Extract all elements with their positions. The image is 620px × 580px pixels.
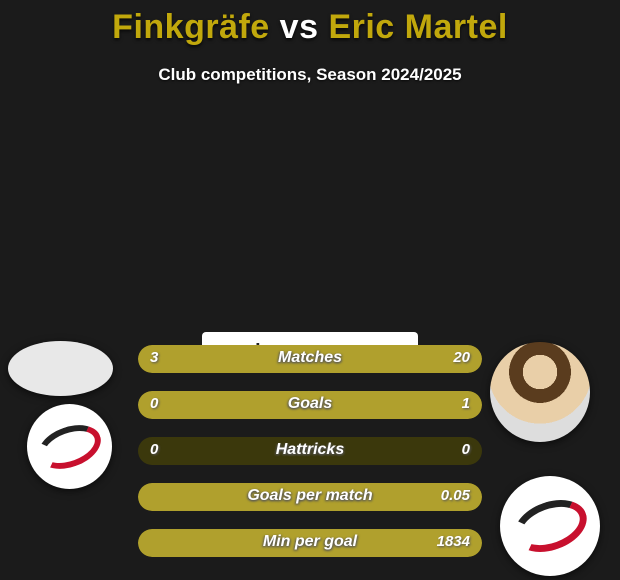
stat-label: Min per goal	[138, 533, 482, 551]
player1-club-logo	[27, 404, 112, 489]
stat-value-right: 0	[462, 441, 470, 458]
player1-name: Finkgräfe	[112, 8, 270, 46]
player1-avatar	[8, 341, 113, 396]
player2-club-logo	[500, 476, 600, 576]
stat-value-right: 20	[453, 349, 470, 366]
subtitle: Club competitions, Season 2024/2025	[0, 65, 620, 85]
stat-bars: Matches320Goals01Hattricks00Goals per ma…	[138, 345, 482, 575]
stat-row: Goals per match0.05	[138, 483, 482, 511]
stat-row: Hattricks0 0	[138, 437, 482, 465]
stat-label: Matches	[138, 349, 482, 367]
player2-name: Eric Martel	[328, 8, 507, 46]
stat-label: Goals per match	[138, 487, 482, 505]
stat-value-left: 0	[150, 441, 158, 458]
stat-value-left: 3	[150, 349, 158, 366]
stat-value-right: 1834	[437, 533, 470, 550]
player2-avatar	[490, 342, 590, 442]
page-title: Finkgräfe vs Eric Martel	[0, 0, 620, 47]
stat-value-right: 0.05	[441, 487, 470, 504]
stat-row: Goals0 1	[138, 391, 482, 419]
stat-label: Hattricks	[138, 441, 482, 459]
stat-value-right: 1	[462, 395, 470, 412]
vs-text: vs	[280, 8, 319, 46]
stat-row: Min per goal1834	[138, 529, 482, 557]
comparison-panel: Matches320Goals01Hattricks00Goals per ma…	[0, 332, 620, 414]
swirl-icon	[32, 417, 107, 477]
stat-value-left: 0	[150, 395, 158, 412]
swirl-icon	[507, 491, 594, 562]
stat-row: Matches3 20	[138, 345, 482, 373]
stat-label: Goals	[138, 395, 482, 413]
